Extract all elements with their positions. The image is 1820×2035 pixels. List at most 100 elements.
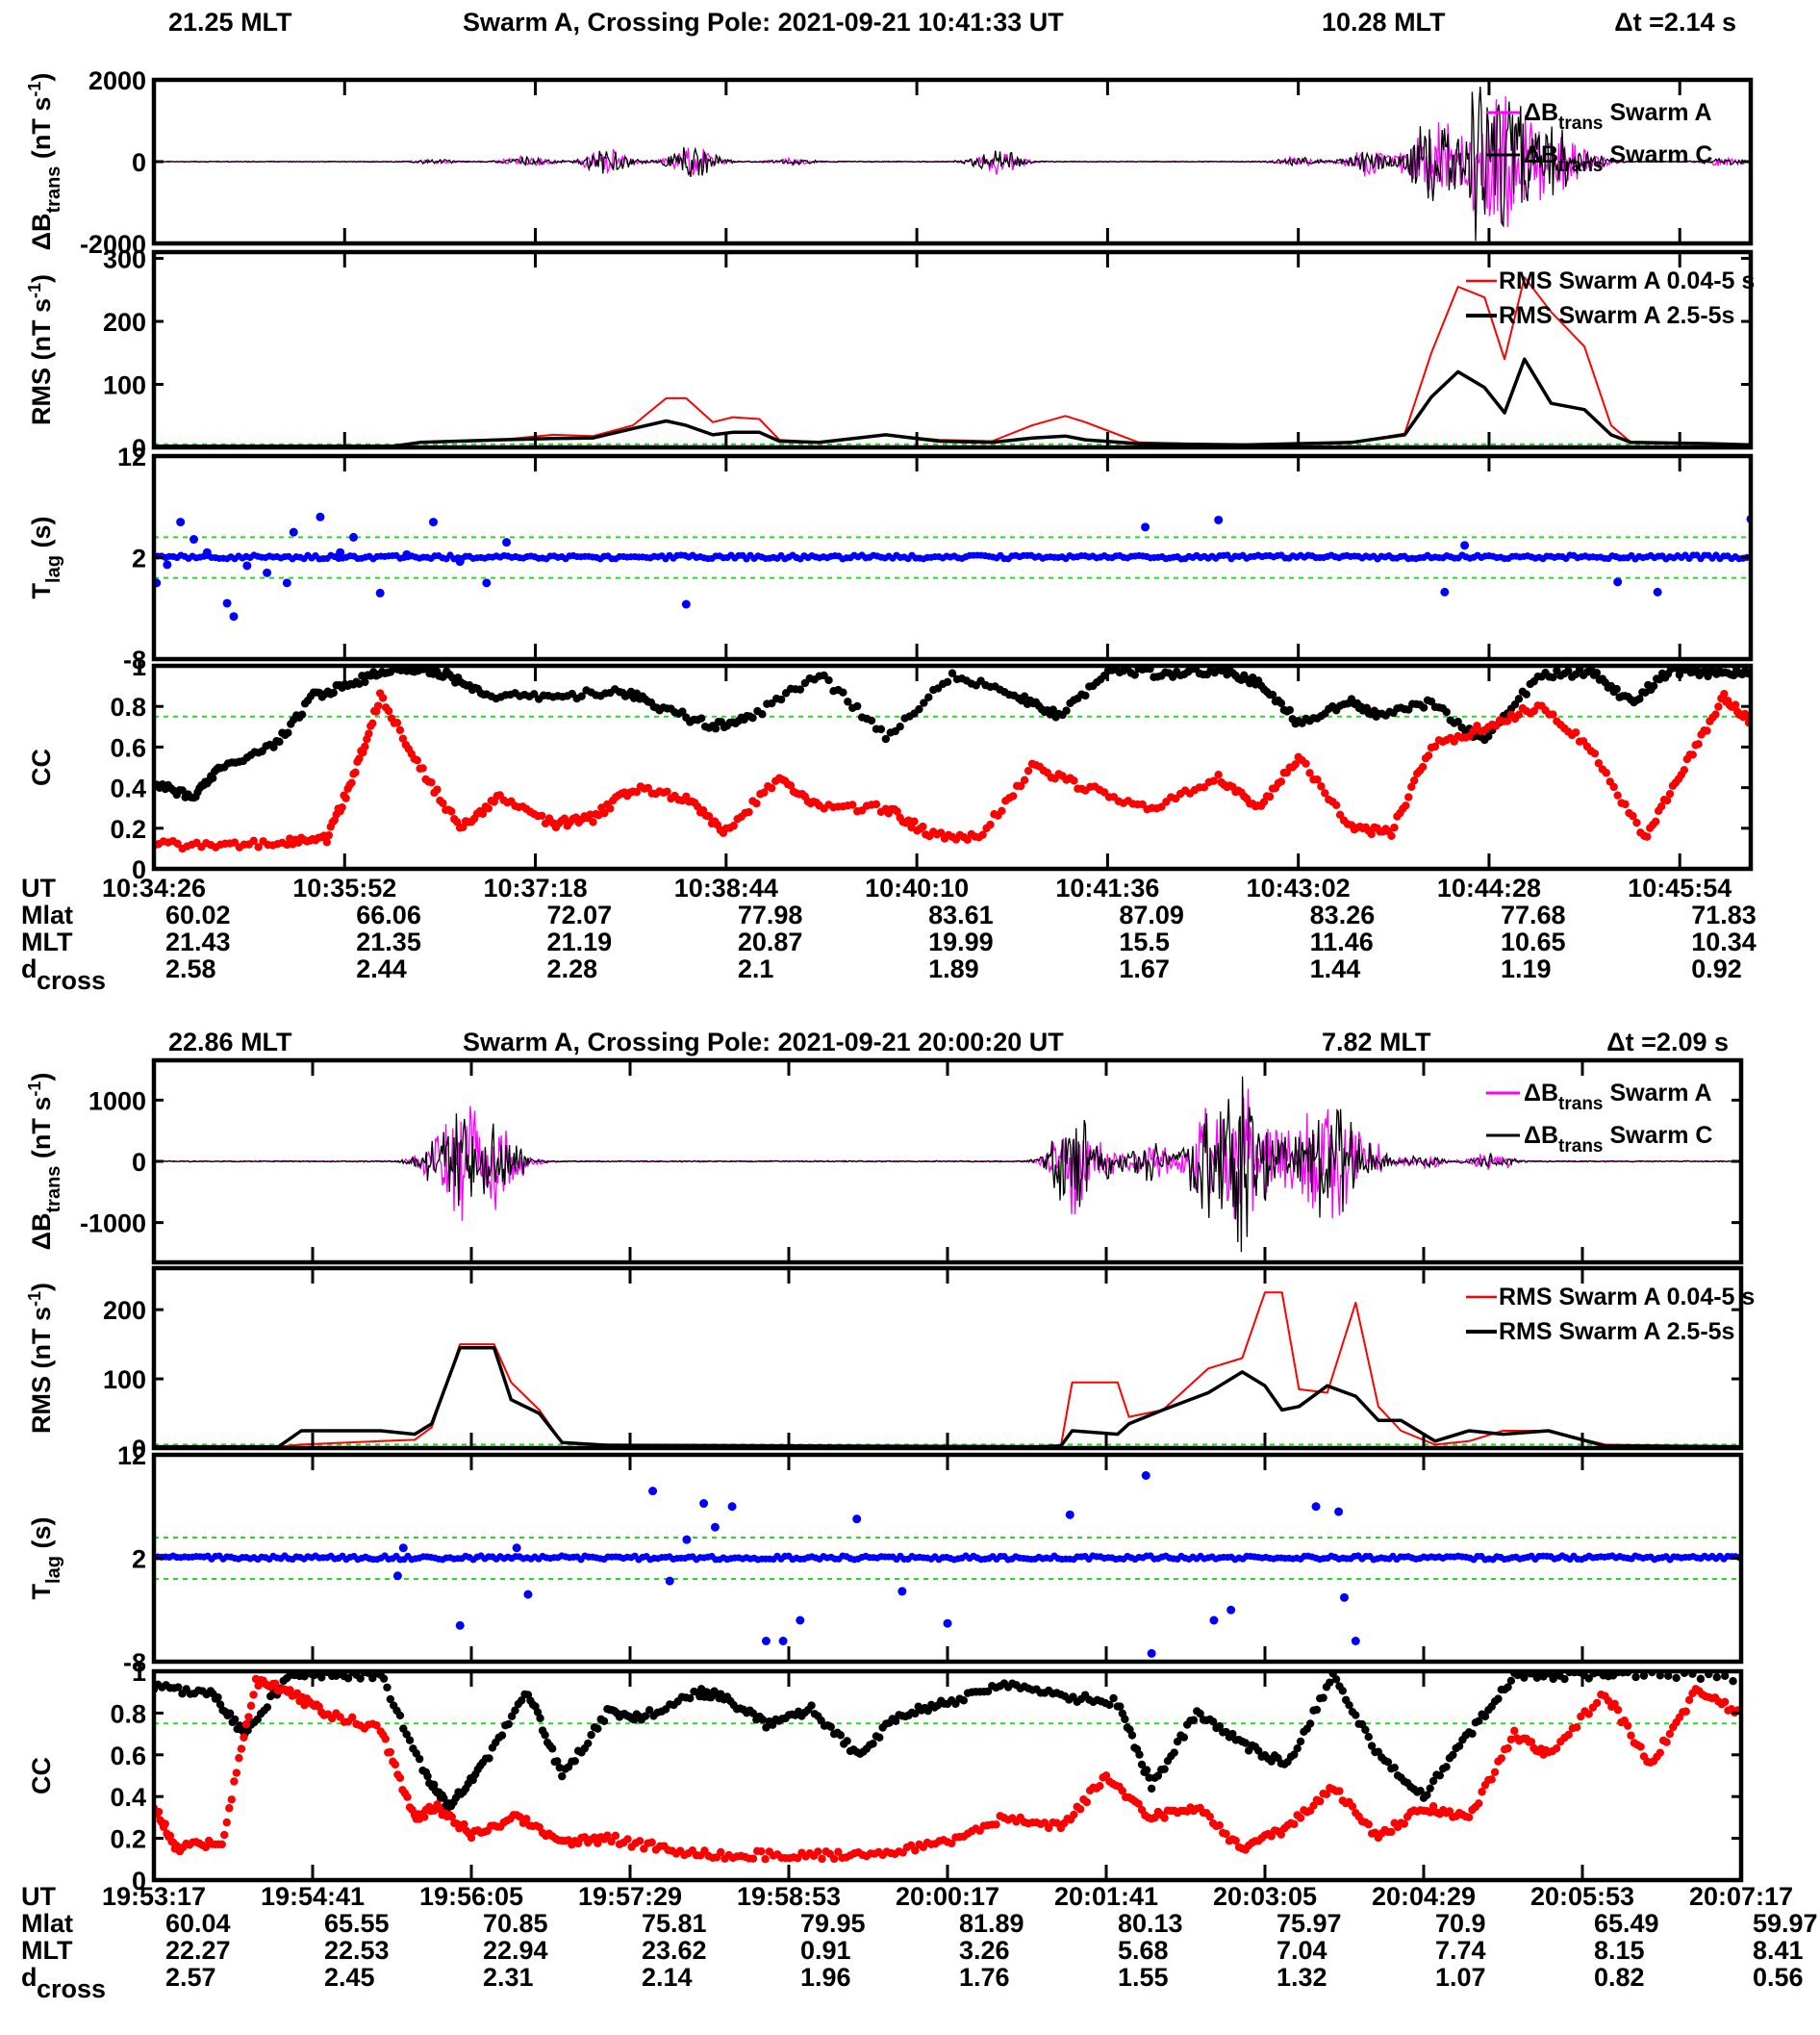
cc-point-black	[839, 688, 847, 697]
cc-point-black	[1268, 690, 1277, 700]
cc-point-black	[284, 728, 292, 737]
table-cell-mlat: 65.49	[1594, 1909, 1659, 1938]
panel-frame	[151, 249, 1754, 450]
y-tick-label: -8	[123, 646, 146, 674]
cc-point-black	[1081, 691, 1090, 700]
cc-point-red	[324, 830, 334, 840]
cc-point-black	[178, 786, 187, 795]
cc-point-black	[896, 723, 904, 731]
cc-point-black	[541, 1731, 549, 1740]
table-cell-dcross: 2.1	[738, 954, 774, 983]
table-cell-dcross: 1.96	[800, 1963, 851, 1992]
tlag-outlier-point	[429, 518, 438, 527]
cc-point-red	[1549, 710, 1557, 719]
row-label-ut: UT	[21, 874, 56, 903]
header-mlt-left: 21.25 MLT	[168, 8, 292, 37]
cc-point-red	[1662, 1738, 1671, 1746]
y-tick-label: 12	[117, 1441, 146, 1470]
legend-item: RMS Swarm A 2.5-5s	[1466, 1318, 1734, 1345]
table-cell-dcross: 1.07	[1435, 1963, 1486, 1992]
cc-point-red	[635, 1837, 645, 1845]
table-cell-ut: 20:03:05	[1213, 1882, 1317, 1911]
table-cell-ut: 10:40:10	[865, 874, 969, 903]
y-axis-label: Tlag (s)	[27, 1517, 64, 1600]
cc-point-red	[814, 1847, 822, 1856]
legend-item: RMS Swarm A 2.5-5s	[1466, 302, 1734, 329]
cc-point-red	[1214, 770, 1223, 779]
cc-point-black	[1345, 1700, 1353, 1710]
data-layer	[154, 276, 1751, 447]
data-layer	[154, 512, 1751, 622]
y-axis-label-text: RMS (nT s-1)	[25, 1283, 56, 1434]
table-cell-mlat: 59.97	[1753, 1909, 1818, 1938]
y-axis-label: ΔBtrans (nT s-1)	[25, 1073, 64, 1251]
cc-point-red	[1157, 802, 1166, 811]
cc-point-red	[757, 1846, 766, 1856]
cc-point-black	[1416, 1787, 1425, 1795]
y-tick-label: 0.2	[110, 815, 146, 844]
row-label-mlt: MLT	[21, 928, 73, 956]
table-cell-ut: 20:04:29	[1372, 1882, 1476, 1911]
cc-point-black	[1228, 1729, 1237, 1739]
cc-point-black	[415, 1754, 424, 1764]
tlag-outlier-point	[699, 1499, 709, 1509]
cc-point-black	[1442, 1763, 1451, 1771]
y-axis-label: Tlag (s)	[27, 517, 64, 599]
cc-point-red	[1475, 1799, 1483, 1808]
cc-point-black	[776, 695, 786, 704]
y-tick-label: 0	[132, 148, 146, 177]
y-tick-label: -8	[123, 1648, 146, 1677]
table-cell-mlt: 22.27	[165, 1936, 231, 1965]
cc-point-red	[516, 1813, 524, 1821]
tlag-outlier-point	[1460, 541, 1470, 550]
cc-point-red	[1684, 1695, 1694, 1705]
cc-point-red	[978, 830, 987, 839]
cc-point-black	[826, 1722, 835, 1731]
cc-point-black	[807, 1701, 816, 1710]
cc-point-red	[1623, 1721, 1632, 1730]
panel-CC: 0 0.2 0.4 0.6 0.8 1 CC	[27, 1658, 1744, 1895]
y-tick-label: 1	[132, 652, 146, 681]
table-cell-ut: 10:44:28	[1437, 874, 1541, 903]
cc-point-black	[1453, 717, 1462, 726]
cc-point-red	[1290, 1819, 1299, 1829]
cc-point-red	[347, 778, 356, 787]
cc-point-red	[1215, 1820, 1225, 1830]
tlag-outlier-point	[1147, 1648, 1156, 1658]
cc-point-red	[391, 1760, 400, 1769]
cc-point-black	[1367, 1742, 1377, 1750]
cc-point-black	[423, 1771, 432, 1781]
tlag-outlier-point	[761, 1637, 771, 1645]
cc-point-red	[1302, 759, 1310, 768]
cc-point-black	[570, 1757, 579, 1766]
cc-point-black	[796, 685, 805, 694]
cc-point-red	[355, 754, 364, 763]
panel-RMS: 0 100 200 300 RMS (nT s-1) RMS Swarm A 0.04-5…	[25, 245, 1755, 463]
legend-item: ΔBtrans Swarm C	[1486, 141, 1712, 176]
cc-point-black	[869, 1740, 877, 1748]
cc-point-red	[1656, 1748, 1665, 1757]
y-tick-label: 0	[132, 434, 146, 463]
table-cell-dcross: 1.89	[928, 954, 979, 983]
header-title: Swarm A, Crossing Pole: 2021-09-21 20:00…	[463, 1028, 1064, 1056]
cc-point-black	[511, 1706, 519, 1715]
tlag-outlier-point	[648, 1487, 658, 1496]
cc-point-black	[1650, 681, 1658, 691]
tlag-outlier-point	[710, 1522, 720, 1532]
cc-point-red	[439, 799, 447, 807]
tlag-outlier-point	[222, 598, 232, 608]
table-cell-mlat: 83.61	[928, 901, 994, 929]
cc-point-red	[998, 806, 1006, 816]
cc-point-black	[1423, 1791, 1431, 1799]
panel-RMS: 0 100 200 RMS (nT s-1) RMS Swarm A 0.04-5 s R…	[25, 1265, 1755, 1463]
cc-point-black	[1116, 1702, 1125, 1711]
cc-point-red	[704, 812, 714, 821]
table-cell-mlt: 10.65	[1501, 928, 1566, 956]
table-cell-mlt: 8.15	[1594, 1936, 1645, 1965]
table-cell-mlt: 11.46	[1310, 928, 1374, 956]
cc-point-black	[1504, 1683, 1512, 1692]
rms-line-0.04-5s	[154, 276, 1751, 446]
cc-point-red	[1510, 1726, 1519, 1736]
cc-point-red	[1503, 717, 1512, 725]
